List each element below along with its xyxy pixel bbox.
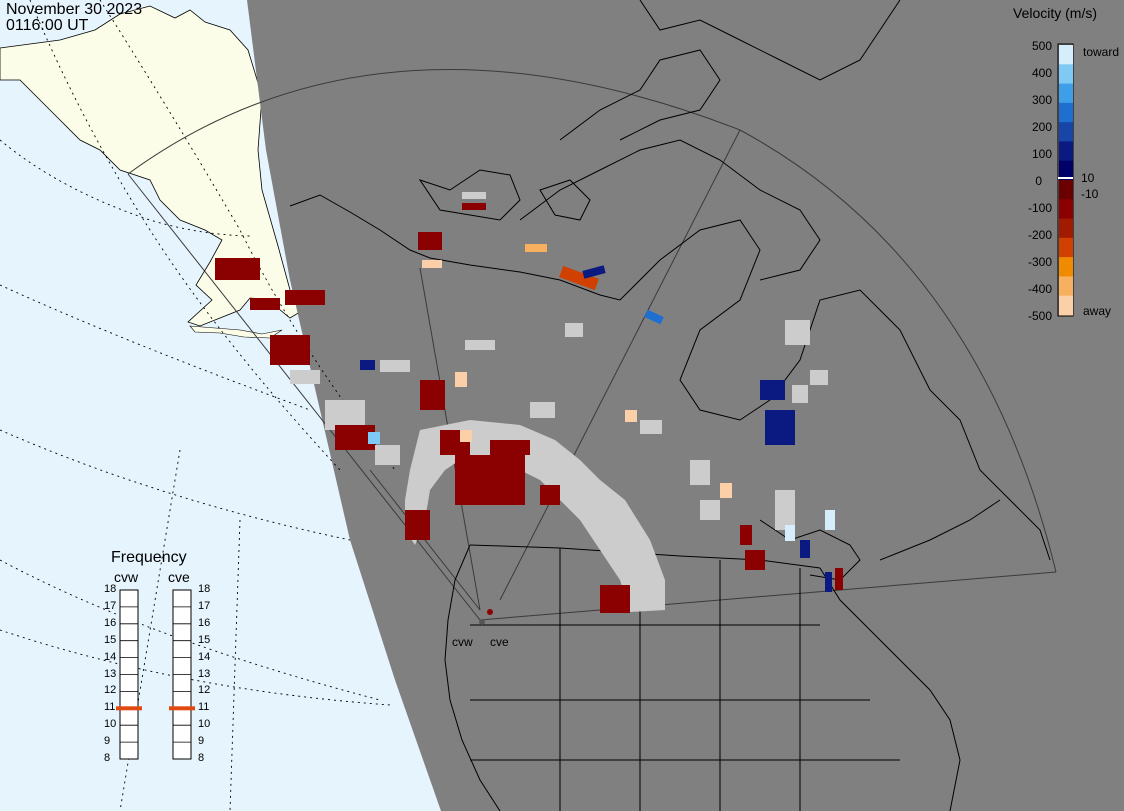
frequency-radar-cve: cve [168, 569, 190, 585]
frequency-marker-cvw [116, 706, 142, 711]
colorbar-band [1059, 276, 1073, 297]
colorbar-tick-label: 100 [1031, 147, 1052, 161]
frequency-scale-label-right: 17 [198, 599, 211, 612]
frequency-scale-label-right: 9 [198, 735, 205, 748]
colorbar-away-label: away [1083, 304, 1112, 318]
frequency-scale-label-right: 10 [198, 718, 211, 731]
frequency-scale-label-right: 16 [198, 616, 211, 629]
colorbar-tick-label: -10 [1081, 187, 1099, 201]
velocity-cells [215, 203, 843, 613]
colorbar-band [1059, 45, 1073, 65]
colorbar-title: Velocity (m/s) [1013, 5, 1098, 21]
frequency-scale-label-right: 13 [198, 667, 211, 680]
colorbar-tick-label: -300 [1027, 255, 1052, 269]
colorbar-tick-label: -400 [1027, 282, 1052, 296]
frequency-scale-label-left: 17 [104, 599, 117, 612]
colorbar-tick-label: 300 [1031, 93, 1052, 107]
colorbar-band [1059, 237, 1073, 258]
colorbar-band [1059, 199, 1073, 220]
frequency-title: Frequency [111, 549, 187, 566]
colorbar-band [1059, 160, 1073, 181]
frequency-scale-label-left: 14 [104, 650, 117, 663]
coastlines-and-borders [289, 0, 1051, 811]
colorbar-band [1059, 64, 1073, 85]
frequency-radar-cvw: cvw [114, 569, 139, 585]
colorbar-band [1059, 83, 1073, 104]
colorbar-tick-label: 200 [1031, 120, 1052, 134]
colorbar-tick-label: -200 [1027, 228, 1052, 242]
frequency-scale-label-left: 9 [104, 735, 111, 748]
colorbar-band [1059, 141, 1073, 162]
colorbar-band [1059, 122, 1073, 142]
colorbar-tick-label: 400 [1031, 66, 1052, 80]
colorbar-tick-label: 10 [1081, 171, 1095, 185]
colorbar-band [1059, 180, 1073, 200]
frequency-scale-label-left: 18 [104, 583, 117, 595]
radar-label-cve: cve [490, 635, 509, 649]
frequency-marker-cve [169, 706, 195, 711]
velocity-colorbar [1057, 43, 1074, 317]
colorbar-band [1059, 295, 1073, 316]
colorbar-band [1059, 102, 1073, 123]
frequency-scale-label-right: 15 [198, 633, 211, 646]
radar-sites [479, 609, 493, 625]
radar-label-cvw: cvw [452, 635, 473, 649]
colorbar-tick-label: 500 [1031, 39, 1052, 53]
frequency-scale-label-right: 18 [198, 583, 211, 595]
colorbar-tick-label: 0 [1035, 174, 1042, 188]
frequency-scale-label-right: 11 [198, 701, 210, 714]
colorbar-band [1059, 257, 1073, 277]
frequency-scale-label-left: 15 [104, 633, 117, 646]
frequency-scale-label-left: 12 [104, 684, 117, 697]
night-shading [247, 0, 1124, 811]
frequency-scale-label-right: 8 [198, 752, 205, 764]
alaska-daylight-land [0, 5, 301, 327]
frequency-scale-label-left: 10 [104, 718, 117, 731]
frequency-scale-label-left: 13 [104, 667, 117, 680]
colorbar-toward-label: toward [1083, 45, 1120, 59]
time-label: 0116:00 UT [6, 17, 89, 34]
frequency-scale-label-left: 11 [104, 701, 116, 714]
colorbar-tick-label: -500 [1027, 309, 1052, 323]
colorbar-band [1059, 218, 1073, 239]
aleutian-islands [189, 325, 283, 339]
colorbar-tick-label: -100 [1027, 201, 1052, 215]
frequency-scale-label-right: 12 [198, 684, 211, 697]
date-label: November 30 2023 [6, 1, 143, 18]
frequency-bars [116, 589, 195, 760]
frequency-scale-label-left: 16 [104, 616, 117, 629]
frequency-scale-label-left: 8 [104, 752, 111, 764]
frequency-scale-label-right: 14 [198, 650, 211, 663]
